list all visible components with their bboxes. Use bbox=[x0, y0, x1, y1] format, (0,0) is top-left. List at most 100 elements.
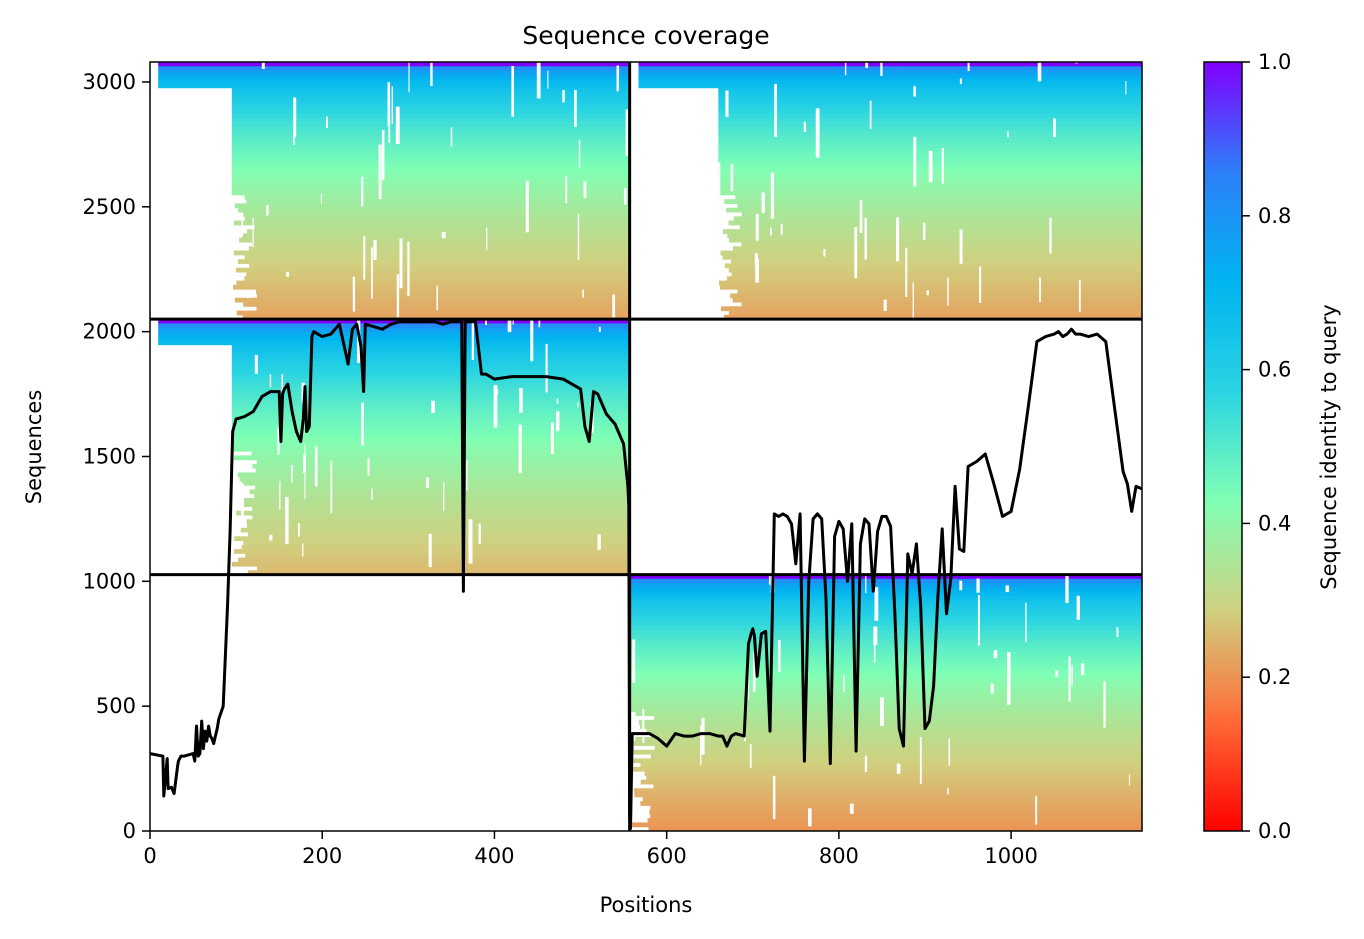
coverage-row bbox=[245, 553, 630, 559]
coverage-row bbox=[254, 224, 630, 230]
coverage-row bbox=[729, 237, 1142, 243]
coverage-gap bbox=[466, 460, 468, 491]
coverage-gap bbox=[976, 578, 980, 593]
coverage-row bbox=[251, 451, 630, 456]
coverage-row bbox=[242, 497, 630, 503]
coverage-gap bbox=[896, 217, 900, 262]
coverage-gap bbox=[378, 144, 382, 200]
coverage-gap bbox=[431, 400, 435, 414]
coverage-gap bbox=[330, 460, 333, 514]
coverage-row bbox=[649, 809, 1142, 815]
coverage-row bbox=[241, 480, 630, 486]
coverage-row bbox=[231, 425, 630, 431]
coverage-row bbox=[718, 96, 1142, 102]
coverage-row bbox=[231, 139, 630, 144]
coverage-row bbox=[256, 293, 630, 299]
coverage-gap bbox=[493, 385, 498, 428]
coverage-row bbox=[158, 62, 630, 67]
coverage-gap bbox=[399, 238, 403, 289]
coverage-gap bbox=[486, 227, 488, 251]
coverage-row bbox=[244, 194, 630, 200]
coverage-gap bbox=[1065, 574, 1069, 604]
coverage-row bbox=[646, 775, 1142, 781]
coverage-row bbox=[158, 70, 630, 76]
coverage-gap bbox=[1068, 656, 1071, 702]
coverage-row bbox=[718, 87, 1142, 93]
coverage-row bbox=[718, 190, 1142, 196]
coverage-gap bbox=[959, 229, 963, 264]
coverage-row bbox=[248, 532, 630, 537]
coverage-row bbox=[246, 272, 630, 277]
coverage-gap bbox=[387, 82, 391, 127]
coverage-gap bbox=[408, 62, 410, 93]
coverage-gap bbox=[395, 106, 400, 145]
coverage-gap bbox=[883, 299, 887, 311]
coverage-row bbox=[629, 630, 1142, 635]
coverage-gap bbox=[1005, 585, 1010, 593]
coverage-row bbox=[158, 74, 630, 80]
coverage-row bbox=[231, 357, 630, 363]
coverage-row bbox=[256, 306, 630, 312]
coverage-gap bbox=[1049, 217, 1052, 254]
coverage-gap bbox=[1025, 602, 1027, 643]
coverage-row bbox=[629, 668, 1142, 674]
coverage-row bbox=[235, 267, 630, 273]
coverage-gap bbox=[361, 176, 364, 207]
coverage-row bbox=[739, 224, 1142, 230]
coverage-row bbox=[158, 323, 630, 329]
coverage-gap bbox=[352, 276, 356, 312]
coverage-gap bbox=[967, 62, 970, 72]
coverage-row bbox=[654, 745, 1142, 751]
coverage-row bbox=[231, 109, 630, 114]
x-tick-label: 0 bbox=[143, 844, 156, 868]
coverage-gap bbox=[977, 595, 980, 646]
coverage-gap bbox=[371, 247, 373, 299]
coverage-row bbox=[243, 540, 630, 546]
coverage-row bbox=[231, 152, 630, 157]
coverage-row bbox=[231, 156, 630, 162]
coverage-row bbox=[640, 762, 1142, 768]
coverage-row bbox=[718, 122, 1142, 127]
coverage-row bbox=[718, 182, 1142, 187]
coverage-gap bbox=[320, 193, 323, 204]
y-axis-label: Sequences bbox=[22, 390, 46, 505]
coverage-gap bbox=[718, 162, 721, 204]
coverage-row bbox=[652, 732, 1142, 738]
colorbar-label: Sequence identity to query bbox=[1317, 304, 1341, 589]
coverage-row bbox=[254, 493, 630, 499]
coverage-row bbox=[629, 707, 1142, 712]
coverage-row bbox=[255, 485, 630, 490]
coverage-row bbox=[720, 250, 1142, 256]
y-tick-label: 2000 bbox=[83, 320, 136, 344]
coverage-gap bbox=[612, 294, 616, 318]
coverage-gap bbox=[371, 488, 373, 500]
coverage-row bbox=[243, 302, 630, 307]
coverage-row bbox=[246, 199, 630, 204]
coverage-row bbox=[653, 783, 1142, 789]
coverage-row bbox=[644, 771, 1142, 776]
coverage-gap bbox=[896, 763, 901, 774]
coverage-row bbox=[249, 263, 630, 269]
coverage-row bbox=[718, 147, 1142, 153]
coverage-gap bbox=[538, 319, 541, 328]
coverage-row bbox=[256, 459, 630, 465]
colorbar-tick-label: 0.0 bbox=[1258, 819, 1291, 843]
coverage-row bbox=[629, 694, 1142, 700]
colorbar-tick-label: 0.8 bbox=[1258, 204, 1291, 228]
coverage-gap bbox=[864, 217, 867, 260]
coverage-row bbox=[231, 421, 630, 427]
coverage-row bbox=[638, 66, 1142, 72]
coverage-gap bbox=[441, 232, 446, 239]
coverage-row bbox=[231, 182, 630, 187]
coverage-gap bbox=[556, 398, 559, 404]
coverage-gap bbox=[578, 139, 581, 169]
coverage-gap bbox=[979, 266, 982, 303]
coverage-gap bbox=[530, 319, 534, 362]
coverage-row bbox=[241, 544, 630, 550]
coverage-row bbox=[650, 805, 1142, 811]
coverage-gap bbox=[1116, 627, 1119, 638]
x-tick-label: 400 bbox=[474, 844, 514, 868]
coverage-gap bbox=[926, 290, 929, 296]
y-tick-label: 2500 bbox=[83, 195, 136, 219]
coverage-row bbox=[231, 160, 630, 166]
